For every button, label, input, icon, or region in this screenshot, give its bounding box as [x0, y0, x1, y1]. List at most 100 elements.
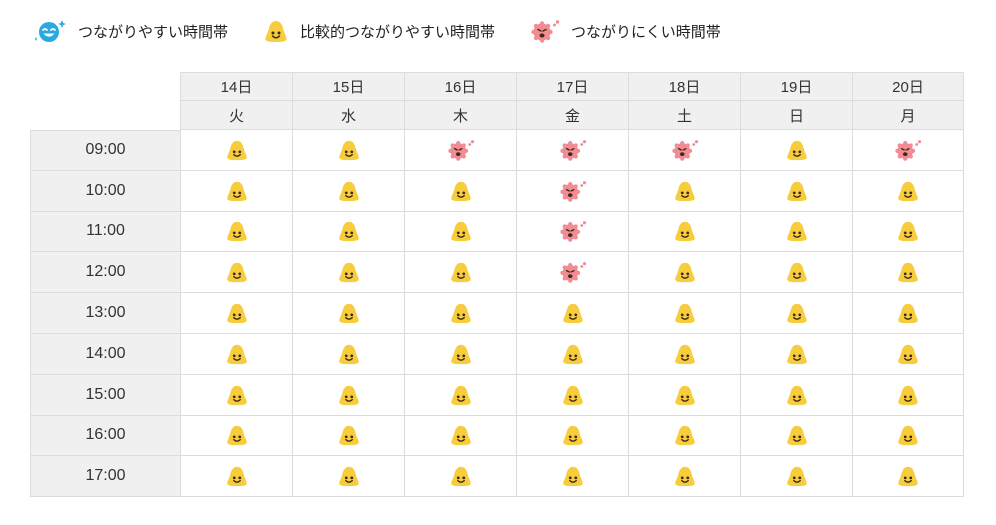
time-slot-cell[interactable]	[740, 333, 852, 375]
time-slot-cell[interactable]	[292, 374, 404, 416]
time-slot-cell[interactable]	[852, 252, 964, 294]
sad-pink-face-icon	[446, 138, 476, 162]
time-slot-cell[interactable]	[852, 333, 964, 375]
time-slot-cell[interactable]	[628, 456, 740, 498]
smile-yellow-face-icon	[560, 342, 586, 366]
time-slot-cell[interactable]	[740, 130, 852, 171]
time-slot-cell[interactable]	[292, 333, 404, 375]
time-label: 09:00	[30, 130, 180, 171]
time-slot-cell[interactable]	[516, 252, 628, 294]
time-slot-cell[interactable]	[740, 415, 852, 457]
time-label: 16:00	[30, 415, 180, 457]
smile-yellow-face-icon	[672, 260, 698, 284]
time-slot-cell[interactable]	[852, 170, 964, 212]
time-slot-cell[interactable]	[180, 333, 292, 375]
date-header: 18日	[628, 72, 740, 101]
smile-yellow-face-icon	[224, 464, 250, 488]
time-slot-cell[interactable]	[180, 374, 292, 416]
sad-pink-face-icon	[670, 138, 700, 162]
smile-yellow-face-icon	[672, 342, 698, 366]
date-header: 14日	[180, 72, 292, 101]
time-label: 11:00	[30, 211, 180, 253]
smile-yellow-face-icon	[448, 219, 474, 243]
time-slot-cell[interactable]	[292, 293, 404, 334]
time-label: 12:00	[30, 252, 180, 294]
smile-yellow-face-icon	[672, 423, 698, 447]
time-slot-cell[interactable]	[404, 415, 516, 457]
time-slot-cell[interactable]	[180, 456, 292, 498]
time-slot-cell[interactable]	[740, 252, 852, 294]
smile-yellow-face-icon	[672, 301, 698, 325]
time-slot-cell[interactable]	[404, 252, 516, 294]
time-slot-cell[interactable]	[180, 170, 292, 212]
date-header: 15日	[292, 72, 404, 101]
time-slot-cell[interactable]	[628, 170, 740, 212]
time-slot-cell[interactable]	[404, 456, 516, 498]
time-slot-cell[interactable]	[292, 211, 404, 253]
smile-yellow-face-icon	[895, 342, 921, 366]
time-slot-cell[interactable]	[404, 333, 516, 375]
legend-label-difficult: つながりにくい時間帯	[571, 23, 721, 41]
smile-yellow-face-icon	[784, 179, 810, 203]
sad-pink-face-icon	[558, 179, 588, 203]
time-slot-cell[interactable]	[404, 293, 516, 334]
time-slot-cell[interactable]	[180, 211, 292, 253]
legend-label-fairly-easy: 比較的つながりやすい時間帯	[300, 23, 496, 41]
time-slot-cell[interactable]	[404, 130, 516, 171]
time-slot-cell[interactable]	[628, 252, 740, 294]
time-slot-cell[interactable]	[292, 415, 404, 457]
time-slot-cell[interactable]	[404, 170, 516, 212]
time-slot-cell[interactable]	[852, 374, 964, 416]
smile-yellow-face-icon	[448, 464, 474, 488]
availability-table: 14日 15日 16日 17日 18日 19日 20日火水木金土日月 09:00 10:00 11…	[30, 72, 964, 498]
time-slot-cell[interactable]	[628, 293, 740, 334]
time-slot-cell[interactable]	[404, 211, 516, 253]
time-slot-cell[interactable]	[852, 293, 964, 334]
time-slot-cell[interactable]	[628, 211, 740, 253]
smile-yellow-face-icon	[895, 464, 921, 488]
smile-yellow-face-icon	[448, 423, 474, 447]
time-slot-cell[interactable]	[740, 456, 852, 498]
time-slot-cell[interactable]	[852, 130, 964, 171]
time-slot-cell[interactable]	[180, 293, 292, 334]
weekday-header: 金	[516, 101, 628, 130]
time-slot-cell[interactable]	[516, 211, 628, 253]
time-slot-cell[interactable]	[404, 374, 516, 416]
smile-yellow-face-icon	[560, 301, 586, 325]
date-header: 17日	[516, 72, 628, 101]
time-slot-cell[interactable]	[292, 130, 404, 171]
time-slot-cell[interactable]	[516, 293, 628, 334]
time-label: 15:00	[30, 374, 180, 416]
time-slot-cell[interactable]	[628, 415, 740, 457]
time-slot-cell[interactable]	[292, 170, 404, 212]
time-label: 17:00	[30, 456, 180, 498]
time-slot-cell[interactable]	[740, 293, 852, 334]
time-slot-cell[interactable]	[180, 415, 292, 457]
time-slot-cell[interactable]	[740, 170, 852, 212]
time-slot-cell[interactable]	[852, 211, 964, 253]
time-slot-cell[interactable]	[516, 130, 628, 171]
time-slot-cell[interactable]	[180, 252, 292, 294]
time-slot-cell[interactable]	[628, 130, 740, 171]
time-slot-cell[interactable]	[180, 130, 292, 171]
time-slot-cell[interactable]	[740, 211, 852, 253]
time-slot-cell[interactable]	[628, 333, 740, 375]
time-slot-cell[interactable]	[292, 456, 404, 498]
legend-item-easy: つながりやすい時間帯	[32, 17, 228, 45]
time-slot-cell[interactable]	[516, 170, 628, 212]
time-slot-cell[interactable]	[516, 456, 628, 498]
time-slot-cell[interactable]	[628, 374, 740, 416]
weekday-header: 土	[628, 101, 740, 130]
time-slot-cell[interactable]	[516, 374, 628, 416]
time-slot-cell[interactable]	[740, 374, 852, 416]
sad-pink-face-icon	[558, 260, 588, 284]
weekday-header: 月	[852, 101, 964, 130]
time-slot-cell[interactable]	[516, 333, 628, 375]
time-slot-cell[interactable]	[516, 415, 628, 457]
smile-yellow-face-icon	[224, 138, 250, 162]
sad-pink-face-icon	[531, 20, 560, 43]
time-slot-cell[interactable]	[852, 415, 964, 457]
time-slot-cell[interactable]	[292, 252, 404, 294]
legend: つながりやすい時間帯 比較的つながりやすい時間帯	[32, 14, 721, 48]
time-slot-cell[interactable]	[852, 456, 964, 498]
